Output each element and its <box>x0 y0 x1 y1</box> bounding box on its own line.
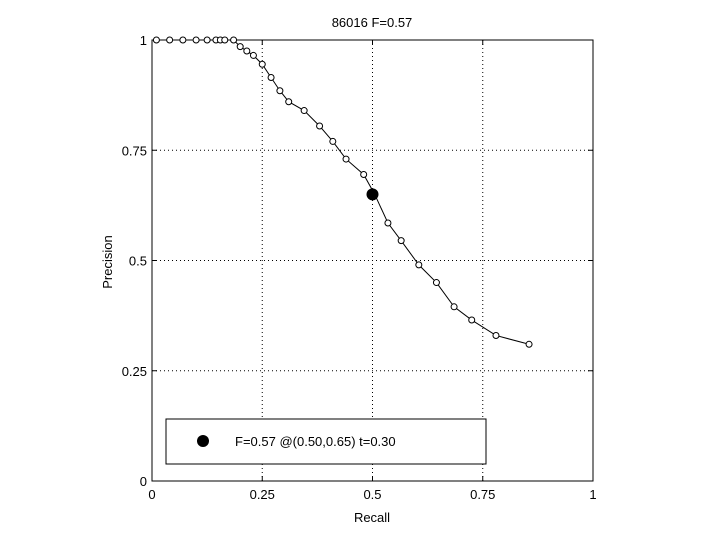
data-point <box>276 87 284 95</box>
x-tick-label: 0.75 <box>470 487 495 502</box>
axes <box>151 39 594 482</box>
series <box>152 36 533 348</box>
y-tick-label: 0.75 <box>122 143 147 158</box>
legend-label: F=0.57 @(0.50,0.65) t=0.30 <box>235 434 396 449</box>
data-point <box>230 36 238 44</box>
data-point <box>329 137 337 145</box>
legend: F=0.57 @(0.50,0.65) t=0.30 <box>165 418 487 465</box>
data-point <box>397 237 405 245</box>
data-point <box>203 36 211 44</box>
best-f-point <box>366 188 379 201</box>
x-tick-label: 0.5 <box>363 487 381 502</box>
x-tick-label: 1 <box>589 487 596 502</box>
chart-title: 86016 F=0.57 <box>332 15 413 30</box>
data-point <box>450 303 458 311</box>
data-point <box>192 36 200 44</box>
y-tick-label: 0 <box>140 474 147 489</box>
y-axis-label: Precision <box>100 235 115 288</box>
x-tick-label: 0.25 <box>250 487 275 502</box>
data-point <box>243 47 251 55</box>
y-tick-label: 0.5 <box>129 254 147 269</box>
grid <box>152 40 593 481</box>
data-point <box>179 36 187 44</box>
data-point <box>152 36 160 44</box>
x-axis-label: Recall <box>354 510 390 525</box>
legend-box <box>165 418 487 465</box>
pr-curve-line <box>156 39 530 345</box>
tick-labels: 0 0.25 0.5 0.75 1 0 0.25 0.5 0.75 1 <box>122 33 597 502</box>
data-point <box>360 171 368 179</box>
data-point <box>384 219 392 227</box>
y-tick-label: 0.25 <box>122 364 147 379</box>
x-tick-label: 0 <box>148 487 155 502</box>
data-point <box>285 98 293 106</box>
data-point <box>316 122 324 130</box>
data-point <box>267 73 275 81</box>
y-tick-label: 1 <box>140 33 147 48</box>
data-point <box>492 331 500 339</box>
data-point <box>166 36 174 44</box>
data-point <box>258 60 266 68</box>
data-point <box>525 340 533 348</box>
data-point <box>221 36 229 44</box>
data-point <box>236 43 244 51</box>
data-point <box>468 316 476 324</box>
data-point <box>300 107 308 115</box>
data-point <box>415 261 423 269</box>
data-point <box>342 155 350 163</box>
legend-marker <box>197 435 209 447</box>
data-point <box>249 51 257 59</box>
data-point <box>432 279 440 287</box>
